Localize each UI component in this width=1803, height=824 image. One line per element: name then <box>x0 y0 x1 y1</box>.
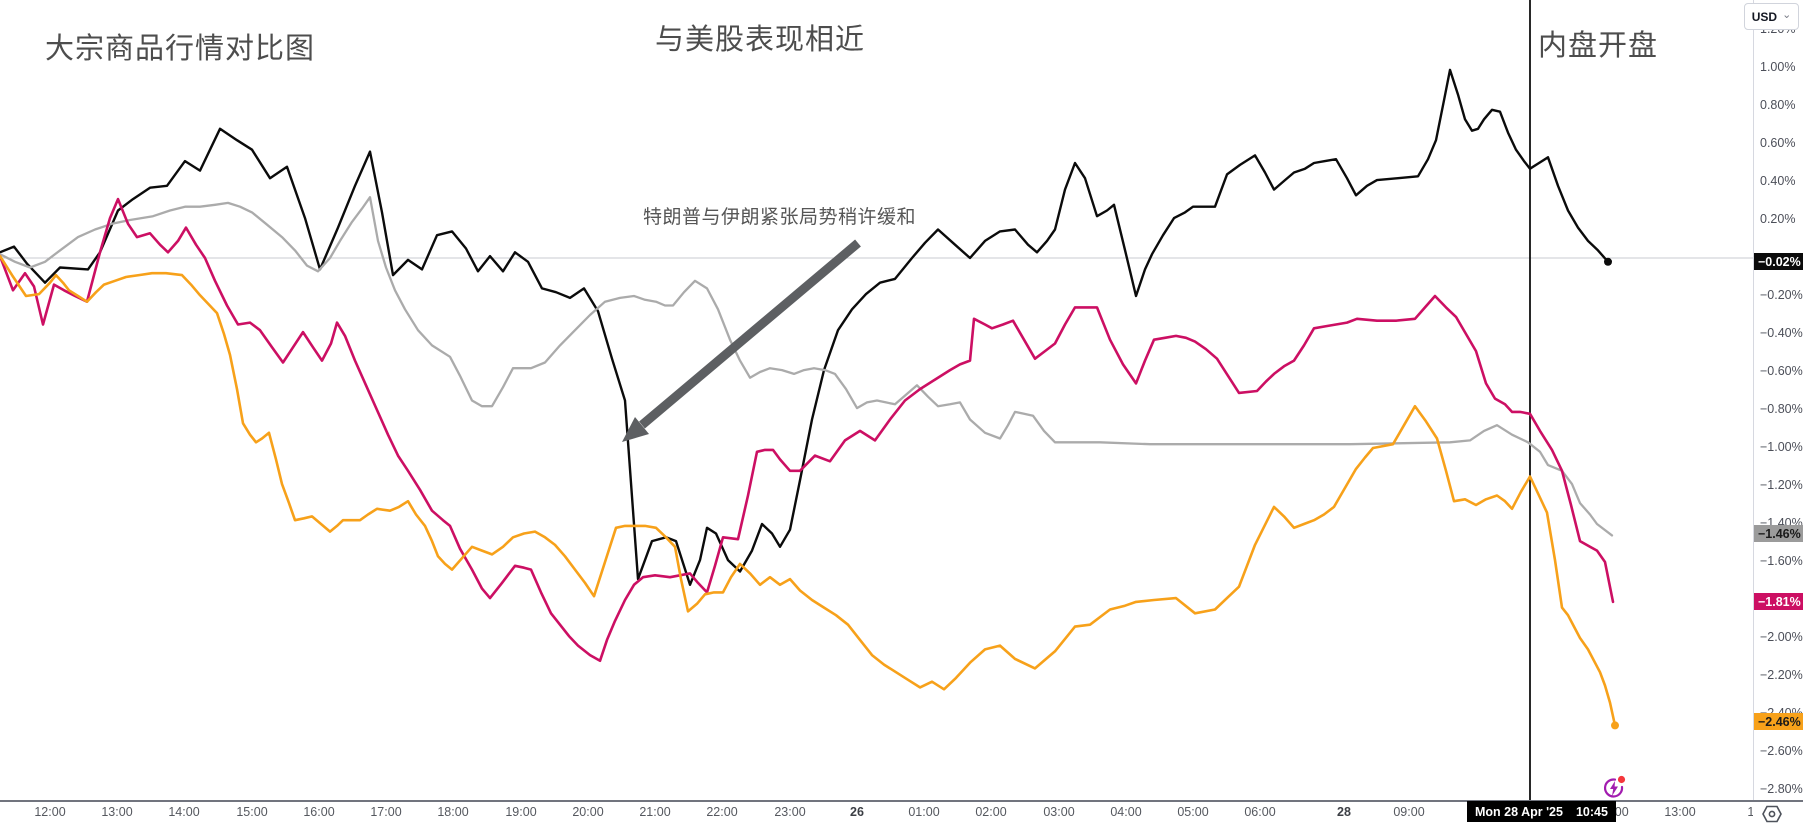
crosshair-date: Mon 28 Apr '25 <box>1475 804 1563 819</box>
chevron-down-icon: ⌄ <box>1782 9 1792 21</box>
currency-dropdown[interactable]: USD ⌄ <box>1744 3 1799 30</box>
price-tick-label: −0.40% <box>1760 326 1803 340</box>
series-line-orange <box>0 254 1617 727</box>
time-tick-label: 21:00 <box>639 805 671 819</box>
crosshair-time: 10:45 <box>1575 804 1608 819</box>
price-tick-label: −2.80% <box>1760 782 1803 796</box>
time-tick-label: 09:00 <box>1393 805 1425 819</box>
subtitle-note: 与美股表现相近 <box>655 24 866 56</box>
time-tick-label: 14:00 <box>1747 805 1753 819</box>
time-tick-label: 02:00 <box>975 805 1007 819</box>
time-tick-label: 17:00 <box>370 805 402 819</box>
crosshair-time-badge: Mon 28 Apr '25 10:45 <box>1467 801 1616 822</box>
series-line-black <box>0 68 1610 586</box>
time-tick-label: 23:00 <box>774 805 806 819</box>
price-tick-label: −2.60% <box>1760 744 1803 758</box>
session-open-note: 内盘开盘 <box>1538 30 1659 62</box>
price-tick-label: −1.60% <box>1760 554 1803 568</box>
price-tick-label: −1.20% <box>1760 478 1803 492</box>
time-axis-border <box>0 800 1803 802</box>
price-tick-label: 0.40% <box>1760 174 1796 188</box>
price-tick-label: −2.00% <box>1760 630 1803 644</box>
time-tick-label: 19:00 <box>505 805 537 819</box>
series-line-crimson <box>0 197 1615 663</box>
time-tick-label: 16:00 <box>303 805 335 819</box>
price-tick-label: 0.20% <box>1760 212 1796 226</box>
event-annotation: 特朗普与伊朗紧张局势稍许缓和 <box>643 207 917 228</box>
price-badge: −2.46% <box>1754 713 1803 730</box>
time-tick-label: 12:00 <box>34 805 66 819</box>
time-tick-label: 14:00 <box>168 805 200 819</box>
price-tick-label: −1.00% <box>1760 440 1803 454</box>
time-tick-label: 28 <box>1337 805 1351 819</box>
time-tick-label: 15:00 <box>236 805 268 819</box>
time-tick-label: 06:00 <box>1244 805 1276 819</box>
time-tick-label: 05:00 <box>1177 805 1209 819</box>
series-end-dot-orange <box>1611 721 1619 730</box>
annotation-arrow-shaft <box>639 239 861 429</box>
price-tick-label: −2.20% <box>1760 668 1803 682</box>
time-tick-label: 13:00 <box>101 805 133 819</box>
price-tick-label: 0.80% <box>1760 98 1796 112</box>
price-tick-label: 1.00% <box>1760 60 1796 74</box>
series-end-dot-black <box>1604 257 1612 266</box>
time-tick-label: 13:00 <box>1664 805 1696 819</box>
time-tick-label: 01:00 <box>908 805 940 819</box>
price-badge: −1.46% <box>1754 525 1803 542</box>
time-tick-label: 03:00 <box>1043 805 1075 819</box>
price-tick-label: −0.20% <box>1760 288 1803 302</box>
lightning-circle-icon[interactable] <box>1601 775 1627 801</box>
price-tick-label: 0.60% <box>1760 136 1796 150</box>
price-badge: −0.02% <box>1754 253 1803 270</box>
time-tick-label: 26 <box>850 805 864 819</box>
notification-dot <box>1617 775 1626 784</box>
time-tick-label: 22:00 <box>706 805 738 819</box>
price-badge: −1.81% <box>1754 593 1803 610</box>
time-tick-label: 18:00 <box>437 805 469 819</box>
price-axis-border <box>1753 0 1754 800</box>
price-tick-label: −0.80% <box>1760 402 1803 416</box>
annotation-arrow-head <box>622 417 649 442</box>
page-title: 大宗商品行情对比图 <box>45 33 316 65</box>
series-line-gray <box>0 196 1614 537</box>
time-tick-label: 20:00 <box>572 805 604 819</box>
price-tick-label: −0.60% <box>1760 364 1803 378</box>
time-tick-label: 04:00 <box>1110 805 1142 819</box>
currency-label: USD <box>1751 9 1778 24</box>
hexagon-dot-icon[interactable] <box>1762 805 1782 823</box>
